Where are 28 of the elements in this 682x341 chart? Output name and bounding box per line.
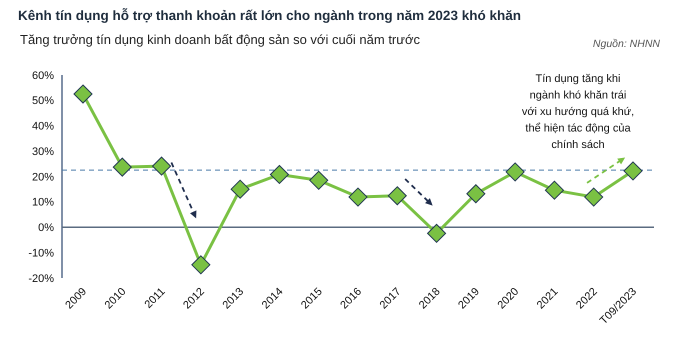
point bbox=[466, 184, 486, 204]
point bbox=[230, 180, 250, 199]
point bbox=[191, 255, 210, 274]
chart-subtitle: Tăng trưởng tín dụng kinh doanh bất động sản so với cuối năm trước bbox=[20, 32, 420, 47]
point bbox=[309, 170, 328, 190]
point bbox=[427, 224, 446, 243]
annotation: Tín dụng tăng khi ngành khó khăn trái với xu hướng quá khứ, thể hiện tác động của chính sách bbox=[522, 73, 634, 151]
y-tick-label: 40% bbox=[32, 120, 54, 133]
text: Nguồn: NHNN bbox=[592, 38, 660, 50]
point bbox=[348, 188, 368, 207]
y-tick-label: 20% bbox=[32, 171, 54, 184]
point bbox=[74, 84, 92, 104]
point bbox=[270, 164, 289, 184]
point bbox=[544, 180, 564, 200]
y-tick-label: 50% bbox=[32, 95, 54, 108]
y-tick-label: -10% bbox=[28, 247, 54, 260]
point bbox=[624, 161, 642, 180]
point bbox=[112, 158, 132, 177]
point bbox=[388, 186, 407, 206]
y-tick-label: -20% bbox=[28, 272, 54, 285]
y-tick-label: 30% bbox=[32, 146, 54, 158]
point bbox=[506, 162, 525, 182]
point bbox=[152, 156, 172, 176]
y-tick-label: 60% bbox=[32, 70, 54, 82]
point bbox=[584, 188, 604, 207]
chart-title: Kênh tín dụng hỗ trợ thanh khoản rất lớn cho ngành trong năm 2023 khó khăn bbox=[18, 8, 521, 23]
y-tick-label: 0% bbox=[38, 222, 54, 234]
y-tick-label: 10% bbox=[32, 196, 54, 209]
